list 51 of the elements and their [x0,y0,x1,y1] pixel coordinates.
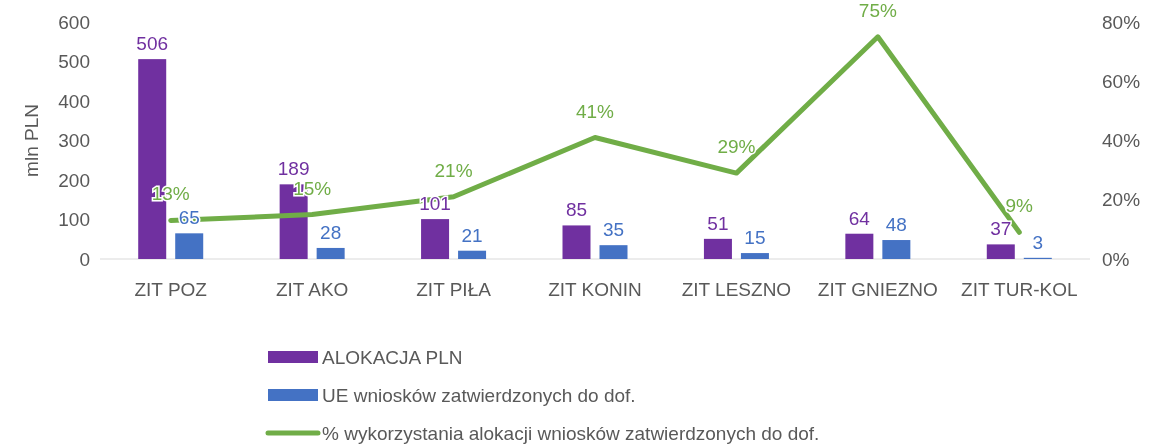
data-label: 9% [1005,195,1034,217]
data-label: 35 [602,219,625,241]
bar [703,238,732,259]
y2-tick-label: 40% [1102,130,1141,152]
legend-label: % wykorzystania alokacji wniosków zatwierdzonych do dof. [322,422,820,444]
x-tick-label: ZIT LESZNO [681,279,792,300]
x-tick-label: ZIT PIŁA [416,279,492,300]
y-tick-label: 200 [58,169,90,191]
x-tick-label: ZIT POZ [134,279,208,300]
data-label: 41% [575,100,615,122]
y-tick-label: 100 [58,209,90,231]
bar [599,245,628,259]
bar [458,250,487,259]
y-tick-label: 400 [58,90,90,112]
bar [421,219,450,259]
data-label: 85 [565,199,588,221]
data-label: 189 [277,158,310,180]
x-tick-label: ZIT TUR-KOL [961,279,1078,300]
x-tick-label: ZIT KONIN [548,279,642,300]
bar [316,247,345,259]
data-label: 64 [848,207,871,229]
y2-tick-label: 0% [1102,248,1130,270]
y-tick-label: 300 [58,130,90,152]
data-label: 28 [320,221,342,243]
data-label: 51 [707,212,729,234]
y2-tick-label: 80% [1102,11,1141,33]
y-tick-label: 500 [58,51,90,73]
data-label: 3 [1032,231,1044,253]
data-label: 15 [744,227,766,249]
y-axis-title: mln PLN [21,104,42,177]
x-tick-label: ZIT GNIEZNO [817,279,938,300]
bar [986,244,1015,259]
bar [175,233,204,259]
y-tick-label: 0 [79,248,90,270]
legend-label: ALOKACJA PLN [322,346,463,368]
data-label: 75% [858,0,897,21]
data-label: 48 [885,214,907,236]
legend-label: UE wniosków zatwierdzonych do dof. [322,384,636,406]
bar [882,240,911,259]
data-label: 37 [990,218,1012,240]
y2-tick-label: 60% [1102,70,1141,92]
data-label: 21 [461,224,483,246]
bar [740,253,769,259]
y-tick-label: 600 [58,11,90,33]
bar [845,233,874,259]
bar [562,225,591,259]
data-label: 29% [717,136,756,158]
y2-tick-label: 20% [1102,189,1141,211]
data-label: 21% [434,159,473,181]
x-tick-label: ZIT AKO [275,279,349,300]
data-label: 506 [136,33,169,55]
